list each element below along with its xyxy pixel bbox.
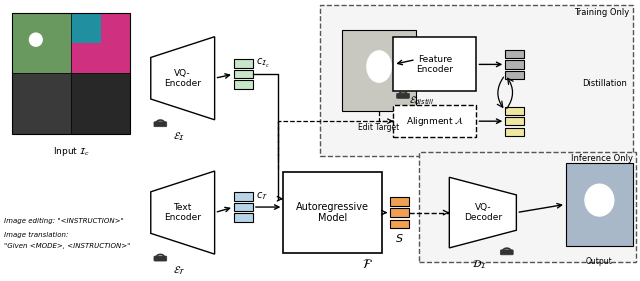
Bar <box>320 5 633 156</box>
Text: VQ-
Decoder: VQ- Decoder <box>464 203 502 222</box>
Text: Image translation:: Image translation: <box>4 232 68 238</box>
Bar <box>12 73 71 134</box>
Text: Inference Only: Inference Only <box>571 155 633 164</box>
Polygon shape <box>449 177 516 248</box>
Bar <box>234 192 253 201</box>
Text: $\mathcal{E}_{distill}$: $\mathcal{E}_{distill}$ <box>410 94 435 107</box>
Text: VQ-
Encoder: VQ- Encoder <box>164 69 201 88</box>
Bar <box>505 50 524 58</box>
Bar <box>234 213 253 222</box>
Ellipse shape <box>29 32 43 47</box>
Bar <box>390 209 410 217</box>
Bar <box>234 59 253 68</box>
Text: Autoregressive
Model: Autoregressive Model <box>296 202 369 223</box>
FancyBboxPatch shape <box>500 250 513 255</box>
Bar <box>419 152 636 262</box>
FancyBboxPatch shape <box>397 93 410 98</box>
Bar <box>234 80 253 89</box>
Text: $\mathcal{D}_{\mathcal{I}}$: $\mathcal{D}_{\mathcal{I}}$ <box>472 259 487 271</box>
Bar <box>71 73 131 134</box>
Text: Feature
Encoder: Feature Encoder <box>417 55 454 74</box>
Bar <box>342 30 416 112</box>
Polygon shape <box>151 171 214 254</box>
Bar <box>505 71 524 79</box>
Bar <box>284 172 382 253</box>
Text: $c_{\mathcal{T}}$: $c_{\mathcal{T}}$ <box>256 190 268 202</box>
Bar <box>566 163 633 246</box>
Bar <box>505 60 524 69</box>
Text: Edit Target: Edit Target <box>358 123 400 132</box>
Bar <box>505 128 524 136</box>
Text: Image editing: "<INSTRUCTION>": Image editing: "<INSTRUCTION>" <box>4 218 124 224</box>
Bar <box>394 37 476 91</box>
Bar <box>71 13 131 73</box>
Bar <box>505 106 524 115</box>
Text: Alignment $\mathcal{A}$: Alignment $\mathcal{A}$ <box>406 115 464 128</box>
Text: Distillation: Distillation <box>582 79 627 88</box>
Ellipse shape <box>366 50 392 83</box>
Text: $\mathcal{E}_{\mathcal{I}}$: $\mathcal{E}_{\mathcal{I}}$ <box>173 130 186 143</box>
Ellipse shape <box>584 183 614 217</box>
Text: Input $\mathcal{I}_c$: Input $\mathcal{I}_c$ <box>53 145 90 158</box>
Bar <box>71 13 100 43</box>
Text: $\mathcal{F}$: $\mathcal{F}$ <box>362 258 372 271</box>
Bar <box>12 13 131 134</box>
Text: $c_{\mathcal{I}_c}$: $c_{\mathcal{I}_c}$ <box>256 56 270 69</box>
Text: $S$: $S$ <box>396 232 404 244</box>
Bar <box>234 70 253 78</box>
Text: Text
Encoder: Text Encoder <box>164 203 201 222</box>
Bar <box>505 117 524 125</box>
FancyBboxPatch shape <box>154 256 167 261</box>
Text: Training Only: Training Only <box>575 8 630 17</box>
Bar <box>390 219 410 228</box>
Bar <box>390 197 410 206</box>
Text: Output: Output <box>586 257 612 266</box>
Bar <box>234 203 253 211</box>
FancyBboxPatch shape <box>154 122 167 127</box>
Polygon shape <box>151 37 214 120</box>
Bar <box>394 105 476 137</box>
Text: $\mathcal{E}_{\mathcal{T}}$: $\mathcal{E}_{\mathcal{T}}$ <box>173 265 186 277</box>
Text: "Given <MODE>, <INSTRUCTION>": "Given <MODE>, <INSTRUCTION>" <box>4 243 131 249</box>
Bar <box>12 13 71 73</box>
